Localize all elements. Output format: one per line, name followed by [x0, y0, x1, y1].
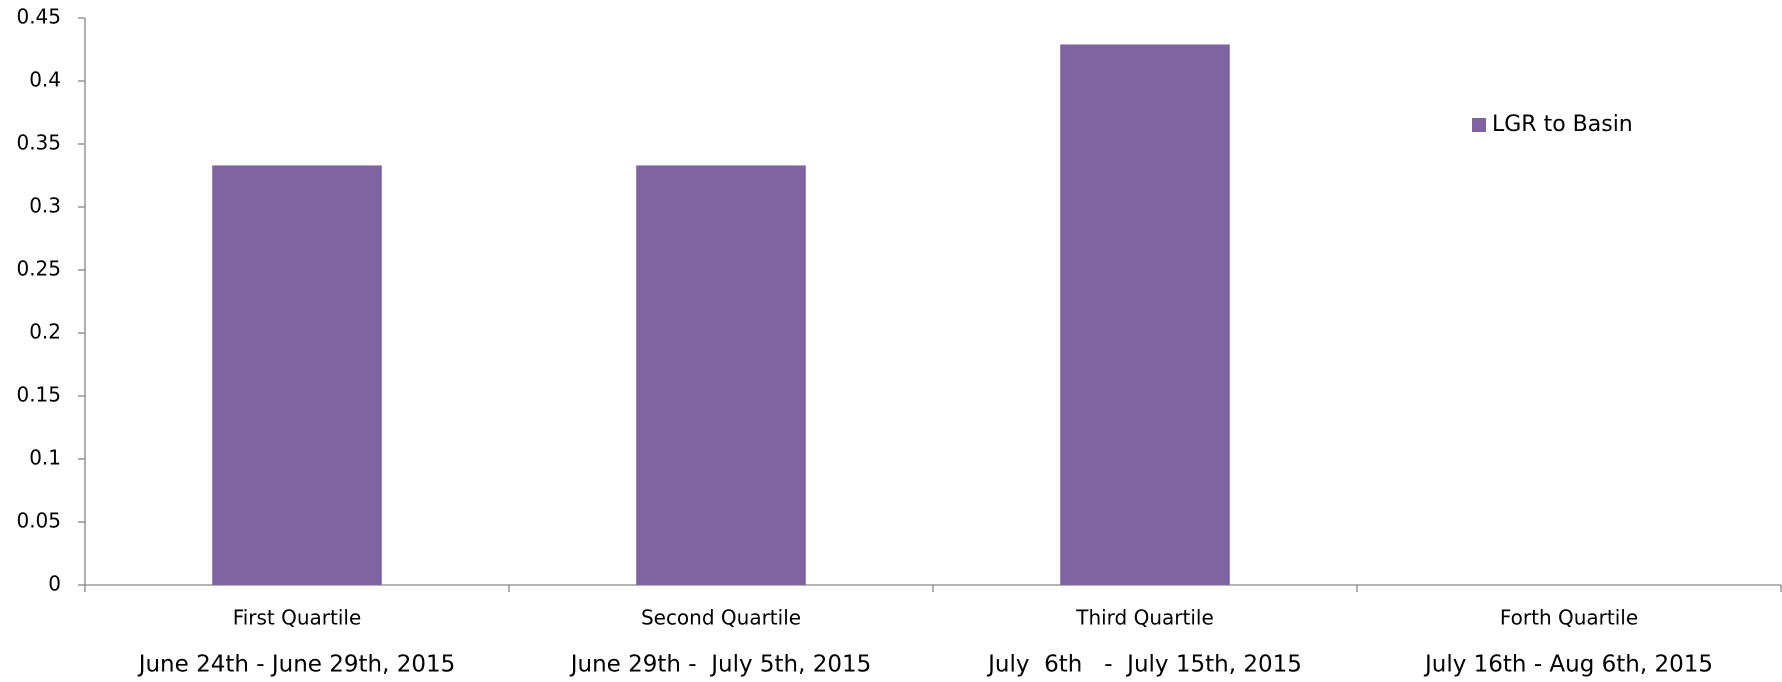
legend-label: LGR to Basin	[1492, 112, 1633, 137]
y-tick-label: 0.25	[16, 257, 61, 281]
bar	[212, 165, 382, 586]
y-tick-label: 0.4	[29, 68, 61, 92]
legend-swatch	[1472, 118, 1486, 132]
x-tick-label: Second Quartile	[641, 606, 801, 630]
x-tick-label: Forth Quartile	[1500, 606, 1638, 630]
y-tick-label: 0.1	[29, 446, 61, 470]
x-date-label: July 16th - Aug 6th, 2015	[1423, 652, 1713, 678]
bar	[636, 165, 806, 586]
bar	[1060, 44, 1230, 585]
y-tick-label: 0.05	[16, 509, 61, 533]
x-tick-label: First Quartile	[233, 606, 362, 630]
x-date-label: June 24th - June 29th, 2015	[137, 652, 456, 678]
x-date-label: June 29th - July 5th, 2015	[569, 652, 872, 678]
x-tick-label: Third Quartile	[1075, 606, 1214, 630]
y-tick-label: 0.2	[29, 320, 61, 344]
y-tick-label: 0.35	[16, 131, 61, 155]
x-date-label: July 6th - July 15th, 2015	[986, 652, 1302, 678]
y-tick-label: 0.3	[29, 194, 61, 218]
y-tick-label: 0.45	[16, 5, 61, 29]
y-tick-label: 0.15	[16, 383, 61, 407]
y-tick-label: 0	[48, 572, 61, 596]
